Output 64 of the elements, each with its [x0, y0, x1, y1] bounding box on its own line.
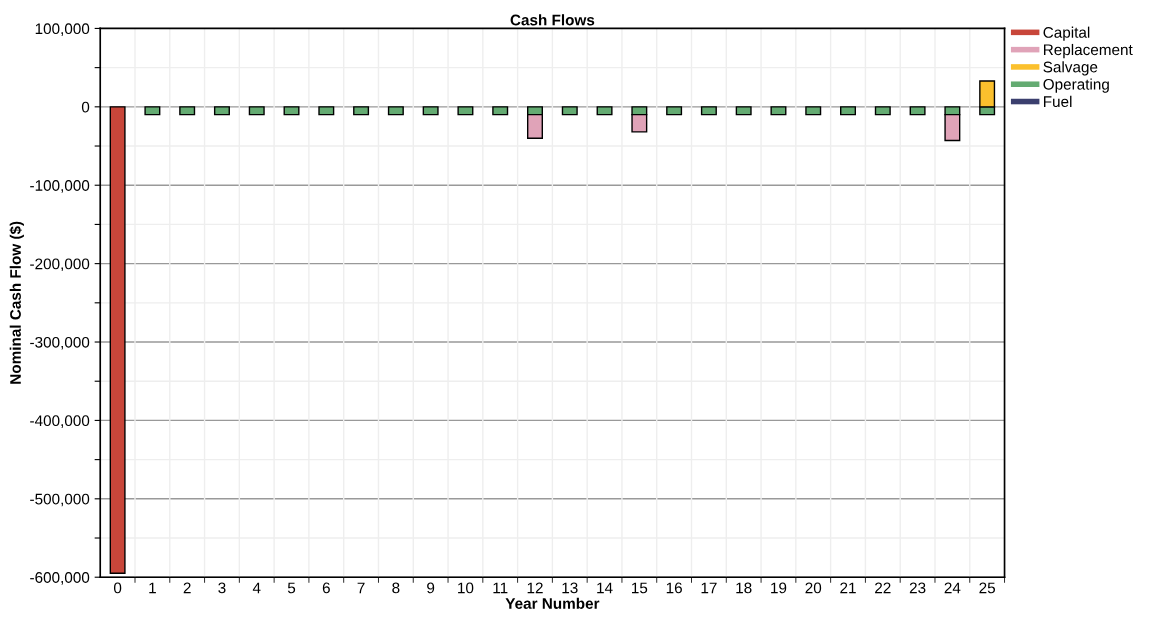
- bar: [457, 106, 474, 116]
- bar: [596, 106, 613, 116]
- legend-label: Fuel: [1043, 95, 1072, 108]
- bar: [909, 106, 926, 116]
- x-tick-label: 3: [218, 582, 226, 594]
- x-tick-label: 22: [875, 582, 891, 594]
- x-tick-label: 9: [427, 582, 435, 594]
- x-tick-label: 17: [701, 582, 717, 594]
- bar: [213, 106, 230, 116]
- bar: [805, 106, 822, 116]
- y-tick-label: -500,000: [30, 493, 90, 507]
- x-tick-label: 7: [357, 582, 365, 594]
- x-tick-label: 13: [562, 582, 578, 594]
- x-tick-label: 18: [736, 582, 752, 594]
- y-tick-label: 0: [81, 101, 90, 113]
- x-tick-label: 15: [632, 582, 648, 594]
- x-tick-label: 4: [252, 582, 261, 594]
- legend-label: Salvage: [1043, 61, 1098, 76]
- x-axis-title: Year Number: [505, 597, 600, 609]
- y-tick-label: -300,000: [30, 336, 90, 350]
- bar: [700, 106, 717, 116]
- y-tick-label: -200,000: [30, 258, 90, 272]
- bar: [144, 106, 161, 116]
- x-tick-label: 0: [113, 582, 122, 594]
- bar: [666, 106, 683, 116]
- y-tick-label: -400,000: [30, 415, 90, 428]
- legend-label: Replacement: [1043, 43, 1133, 59]
- y-tick-label: -600,000: [30, 572, 90, 585]
- bar: [561, 106, 578, 116]
- y-tick-label: -100,000: [30, 180, 90, 193]
- bar: [109, 106, 126, 574]
- bar: [735, 106, 752, 116]
- x-tick-label: 20: [805, 582, 822, 594]
- x-tick-label: 2: [183, 582, 191, 594]
- x-tick-label: 21: [840, 582, 856, 594]
- legend-label: Operating: [1043, 78, 1109, 93]
- x-tick-label: 25: [979, 582, 996, 594]
- y-axis-title: Nominal Cash Flow ($): [9, 221, 24, 384]
- legend-label: Capital: [1043, 26, 1090, 41]
- x-tick-label: 24: [944, 582, 961, 594]
- bar: [318, 106, 335, 116]
- bar: [422, 106, 439, 116]
- x-tick-label: 8: [392, 582, 400, 594]
- bar: [179, 106, 196, 116]
- x-tick-label: 10: [458, 582, 474, 594]
- x-tick-label: 12: [527, 582, 543, 594]
- bar: [387, 106, 404, 116]
- x-tick-label: 11: [493, 582, 508, 594]
- chart-title: Cash Flows: [510, 14, 595, 26]
- bar: [840, 106, 857, 116]
- bar: [353, 106, 370, 116]
- x-tick-label: 16: [666, 582, 682, 594]
- x-tick-label: 6: [322, 582, 330, 594]
- x-tick-label: 5: [287, 582, 296, 594]
- bar: [492, 106, 509, 116]
- bar: [283, 106, 300, 116]
- x-tick-label: 19: [771, 582, 787, 594]
- bar: [770, 106, 787, 116]
- bar: [874, 106, 891, 116]
- x-tick-label: 14: [597, 582, 613, 594]
- y-tick-label: 100,000: [35, 23, 90, 36]
- x-tick-label: 1: [149, 582, 156, 594]
- bar: [248, 106, 265, 116]
- x-tick-label: 23: [909, 582, 926, 594]
